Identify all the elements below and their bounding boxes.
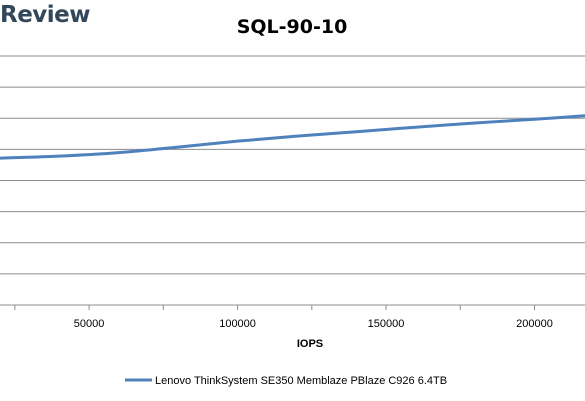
- gridlines: [0, 55, 585, 275]
- x-tick-label: 50000: [74, 318, 105, 330]
- series-line: [0, 114, 585, 160]
- chart-title: SQL-90-10: [237, 16, 348, 38]
- legend: Lenovo ThinkSystem SE350 Memblaze PBlaze…: [125, 375, 447, 387]
- series-lines: [0, 114, 585, 160]
- x-tick-label: 150000: [368, 318, 405, 330]
- legend-label: Lenovo ThinkSystem SE350 Memblaze PBlaze…: [155, 375, 447, 387]
- x-axis-label: IOPS: [297, 338, 323, 350]
- logo: Review: [0, 2, 91, 28]
- x-tick-label: 200000: [516, 318, 553, 330]
- x-tick-label: 100000: [219, 318, 256, 330]
- x-tick-labels: 50000 100000 150000 200000: [74, 318, 553, 330]
- x-tick-marks: [14, 305, 536, 310]
